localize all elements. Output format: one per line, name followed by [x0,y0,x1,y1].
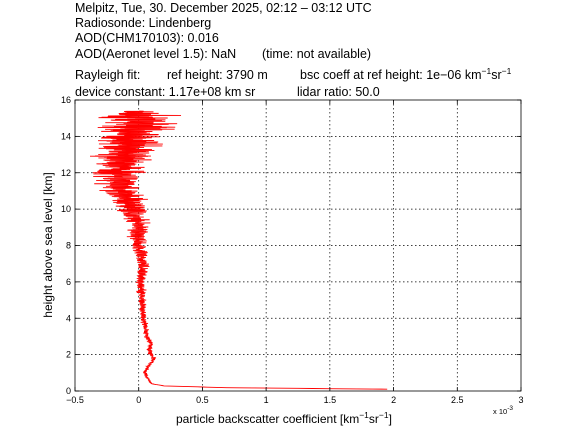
header-aeronet-time: (time: not available) [262,47,371,61]
header-rayleigh-label: Rayleigh fit: [75,68,140,82]
x-tick-label: 1 [264,395,269,405]
y-tick-label: 0 [66,386,71,396]
header-bsc-coeff: bsc coeff at ref height: 1e−06 km−1sr−1 [300,66,512,82]
y-tick-label: 10 [61,204,71,214]
y-tick-label: 16 [61,95,71,105]
x-tick-label: 1.5 [324,395,337,405]
x-tick-label: 3 [518,395,523,405]
y-tick-label: 2 [66,350,71,360]
y-tick-label: 6 [66,277,71,287]
header-device-constant: device constant: 1.17e+08 km sr [75,85,255,99]
x-tick-label: −0.5 [66,395,84,405]
header-lidar-ratio: lidar ratio: 50.0 [297,85,380,99]
y-axis-label: height above sea level [km] [41,172,55,317]
x-multiplier: x 10-3 [493,405,513,416]
data-layer [89,110,388,390]
y-tick-label: 4 [66,313,71,323]
x-tick-label: 2.5 [451,395,464,405]
header-title: Melpitz, Tue, 30. December 2025, 02:12 –… [75,1,372,15]
x-tick-label: 2 [391,395,396,405]
y-tick-label: 14 [61,131,71,141]
header-aod-chm: AOD(CHM170103): 0.016 [75,31,219,45]
header-radiosonde: Radiosonde: Lindenberg [75,16,211,30]
y-tick-label: 8 [66,241,71,251]
header-aod-aeronet: AOD(Aeronet level 1.5): NaN [75,47,236,61]
x-tick-label: 0.5 [196,395,209,405]
x-axis-label: particle backscatter coefficient [km−1sr… [176,410,392,426]
y-tick-label: 12 [61,168,71,178]
x-tick-label: 0 [136,395,141,405]
backscatter-profile-line [89,110,388,390]
header-ref-height: ref height: 3790 m [167,68,268,82]
